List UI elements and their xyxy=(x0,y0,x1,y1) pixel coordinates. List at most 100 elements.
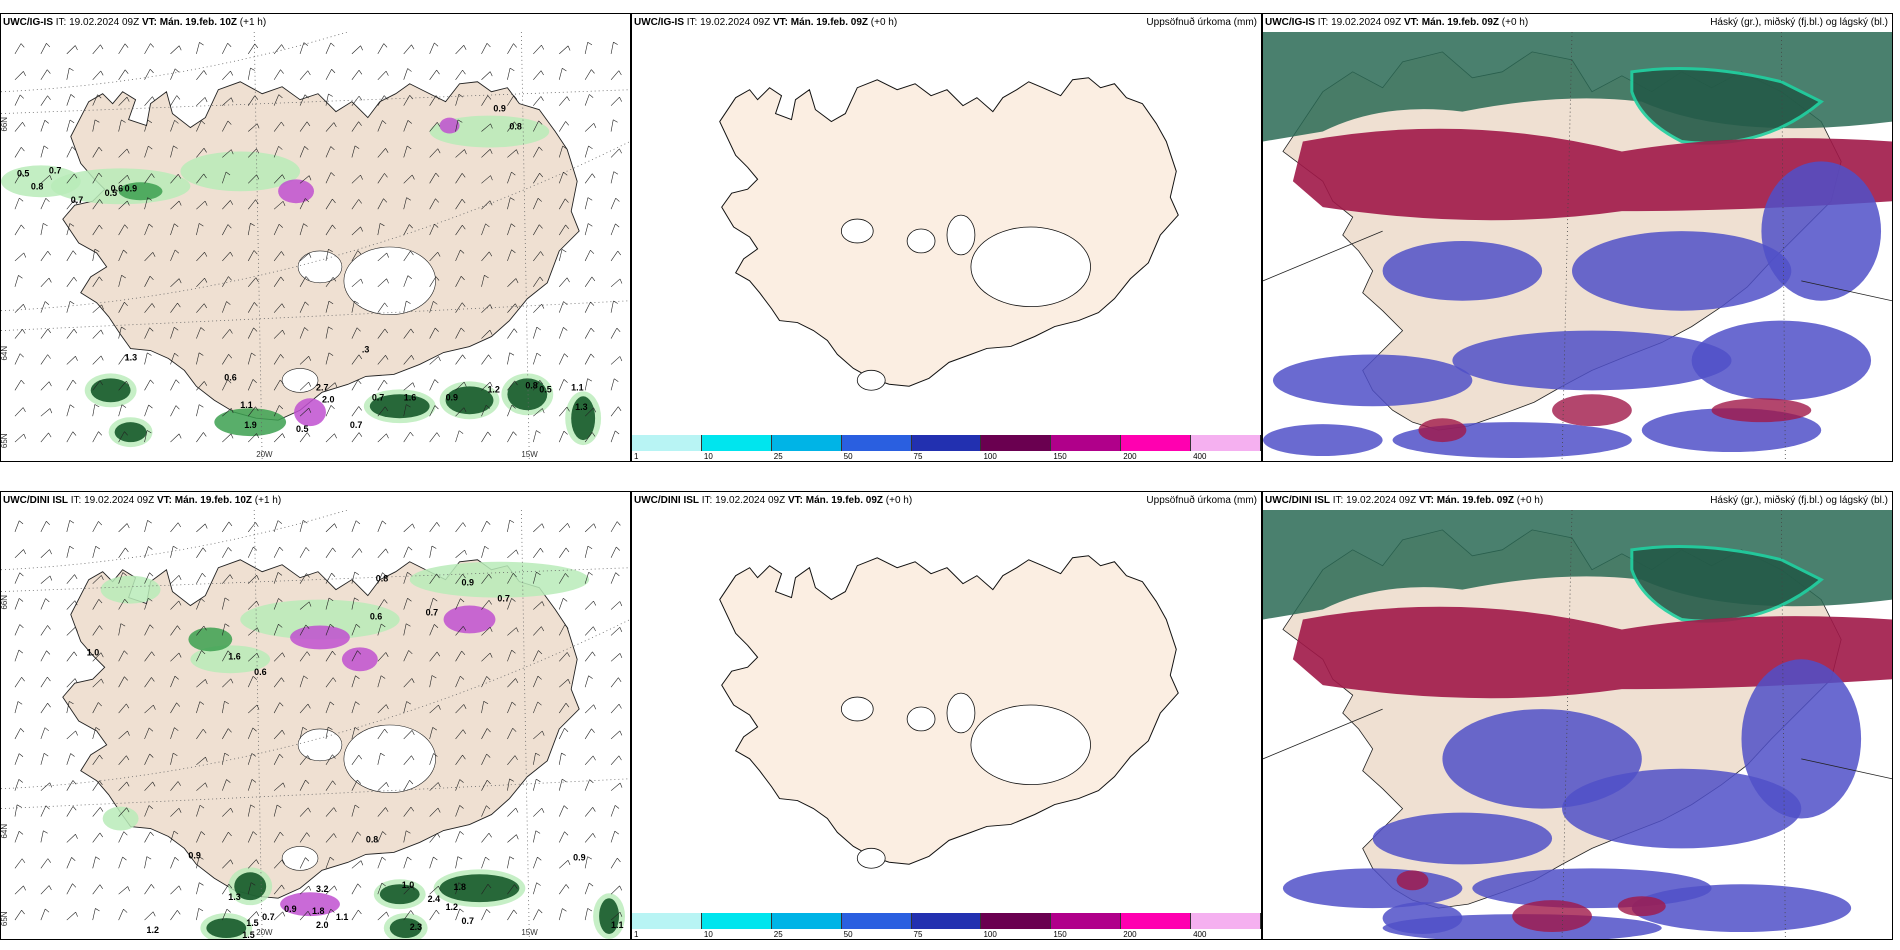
wind-barb xyxy=(351,860,362,869)
wind-barb xyxy=(481,521,487,533)
wind-barb-flag xyxy=(178,885,182,891)
wind-barb xyxy=(325,701,331,714)
wind-barb-flag xyxy=(73,277,77,282)
wind-barb-flag xyxy=(127,175,130,180)
wind-barb xyxy=(170,174,179,184)
wind-barb-flag xyxy=(590,249,595,254)
wind-barb xyxy=(351,226,361,236)
wind-barb-flag xyxy=(278,624,283,628)
wind-barb xyxy=(481,805,487,817)
wind-barb-flag xyxy=(99,276,103,281)
wind-barb xyxy=(403,95,410,106)
colorbar-tick-label: 200 xyxy=(1123,452,1137,461)
wind-barb-flag xyxy=(306,432,311,437)
wind-barb xyxy=(325,433,335,443)
wind-barb xyxy=(222,200,231,210)
wind-barb xyxy=(377,728,385,740)
wind-barb-flag xyxy=(151,651,155,657)
wind-barb xyxy=(247,676,254,688)
precip-value-label: 0.7 xyxy=(71,195,83,205)
wind-barb-flag xyxy=(384,302,388,308)
wind-barb xyxy=(403,755,412,766)
wind-barb-flag xyxy=(126,148,130,154)
wind-barb-flag xyxy=(511,249,516,254)
wind-barb xyxy=(170,379,177,391)
wind-barb-flag xyxy=(124,43,129,48)
wind-barb xyxy=(403,572,408,584)
wind-barb-flag xyxy=(411,730,415,735)
wind-barb xyxy=(14,433,25,443)
wind-barb xyxy=(533,909,539,921)
wind-barb-flag xyxy=(305,198,310,203)
wind-barb-flag xyxy=(588,223,593,227)
wind-barb xyxy=(66,911,76,921)
wind-barb xyxy=(144,572,150,584)
wind-barb-flag xyxy=(618,406,622,411)
wind-barb xyxy=(481,856,486,869)
wind-barb-flag xyxy=(205,679,208,685)
wind-barb xyxy=(92,404,96,417)
wind-barb-flag xyxy=(305,276,310,281)
precip-value-label: 0.7 xyxy=(350,420,362,430)
wind-barb-flag xyxy=(618,755,622,761)
wind-barb xyxy=(507,43,514,55)
wind-barb xyxy=(377,548,387,558)
wind-barb-flag xyxy=(256,653,260,658)
wind-barb xyxy=(92,119,96,132)
wind-barb xyxy=(40,727,46,740)
wind-barb xyxy=(222,623,226,636)
wind-barb xyxy=(66,173,75,184)
wind-barb-flag xyxy=(489,71,493,77)
wind-barb-flag xyxy=(592,173,596,178)
wind-barb-flag xyxy=(431,675,437,679)
wind-barb xyxy=(533,120,539,132)
wind-barb-flag xyxy=(95,856,100,860)
precip-area xyxy=(599,898,620,935)
wind-barb-flag xyxy=(69,545,74,550)
wind-barb xyxy=(584,353,592,365)
wind-barb xyxy=(584,546,589,558)
wind-barb xyxy=(222,408,232,417)
wind-barb xyxy=(533,224,540,236)
colorbar: 1 10 25 50 75 100 150 200 400 xyxy=(632,435,1261,461)
wind-barb xyxy=(118,623,122,636)
precip-value-label: 3.2 xyxy=(316,884,328,894)
wind-barb-flag xyxy=(593,407,597,413)
wind-barb-flag xyxy=(174,326,179,331)
wind-barb-flag xyxy=(459,908,464,913)
glacier xyxy=(946,692,976,734)
wind-barb-flag xyxy=(308,885,312,891)
wind-barb-flag xyxy=(75,626,78,632)
wind-barb xyxy=(377,831,383,843)
precip-area xyxy=(379,884,420,905)
wind-barb-flag xyxy=(124,224,129,229)
wind-barb-flag xyxy=(515,278,519,284)
axis-label-lat65: 65N xyxy=(1,433,9,448)
wind-barb xyxy=(118,119,122,132)
wind-barb xyxy=(144,805,150,817)
precip-value-label: 0.8 xyxy=(376,574,388,584)
wind-barb-flag xyxy=(536,778,541,783)
wind-barb xyxy=(403,806,412,817)
precip-panel-bottom: UWC/DINI ISL IT: 19.02.2024 09Z VT: Mán.… xyxy=(0,491,631,940)
wind-barb-flag xyxy=(147,197,152,201)
wind-barb xyxy=(66,651,75,662)
wind-barb xyxy=(196,381,205,391)
wind-barb-flag xyxy=(511,171,516,176)
wind-barb xyxy=(403,780,410,791)
wind-barb-flag xyxy=(358,70,363,75)
wind-barb-flag xyxy=(487,431,492,436)
wind-barb-flag xyxy=(19,353,24,358)
wind-barb-flag xyxy=(563,430,568,435)
precip-value-label: 0.7 xyxy=(49,165,61,175)
wind-barb xyxy=(481,43,488,55)
wind-barb xyxy=(273,405,280,417)
wind-barb-flag xyxy=(486,805,491,810)
precip-value-label: 0.7 xyxy=(497,594,509,604)
wind-barb xyxy=(196,404,200,417)
wind-barb xyxy=(455,327,462,339)
wind-barb-flag xyxy=(305,624,310,629)
wind-barb-flag xyxy=(148,597,153,602)
wind-barb xyxy=(196,598,202,610)
wind-barb xyxy=(558,598,564,610)
